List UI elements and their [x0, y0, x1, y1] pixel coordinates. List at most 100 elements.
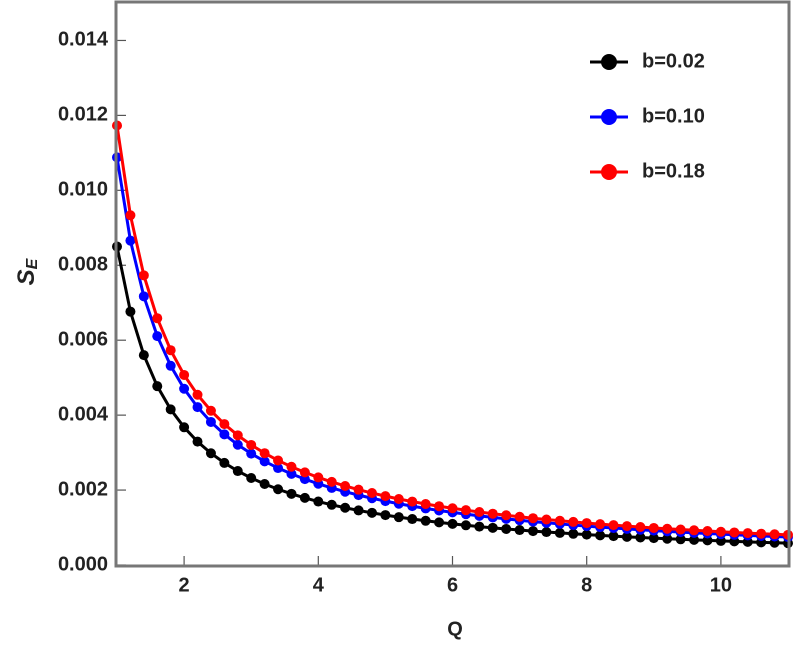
data-point [138, 350, 149, 361]
data-point [273, 455, 284, 466]
data-point [138, 270, 149, 281]
data-point [514, 525, 525, 536]
data-point [205, 448, 216, 459]
data-point [366, 488, 377, 499]
data-point [165, 404, 176, 415]
data-point [568, 528, 579, 539]
data-point [662, 533, 673, 544]
legend-marker [601, 164, 617, 180]
data-point [340, 480, 351, 491]
data-point [460, 520, 471, 531]
data-point [165, 360, 176, 371]
data-point [192, 402, 203, 413]
data-point [286, 461, 297, 472]
y-label-sub: E [24, 257, 41, 269]
y-tick-label: 0.000 [58, 553, 108, 575]
series-line [115, 125, 789, 537]
data-point [393, 512, 404, 523]
data-point [380, 510, 391, 521]
data-point [353, 505, 364, 516]
data-point [138, 291, 149, 302]
x-tick-label: 2 [179, 574, 190, 596]
data-point [675, 534, 686, 545]
data-point [259, 478, 270, 489]
data-point [648, 522, 659, 533]
data-point [702, 526, 713, 537]
data-point [595, 519, 606, 530]
data-point [407, 496, 418, 507]
data-point [715, 526, 726, 537]
y-tick-label: 0.008 [58, 254, 108, 276]
data-point [474, 521, 485, 532]
x-tick-label: 8 [581, 574, 592, 596]
series-line [115, 157, 789, 539]
data-point [689, 534, 700, 545]
data-point [232, 430, 243, 441]
data-point [608, 531, 619, 542]
legend-label: b=0.10 [642, 105, 705, 127]
data-point [729, 527, 740, 538]
data-point [635, 522, 646, 533]
data-point [675, 524, 686, 535]
data-point [581, 529, 592, 540]
data-point [179, 369, 190, 380]
data-point [152, 381, 163, 392]
data-point [608, 520, 619, 531]
data-point [232, 466, 243, 477]
data-point [232, 439, 243, 450]
data-point [366, 507, 377, 518]
x-axis-label: Q [447, 618, 463, 640]
data-point [353, 484, 364, 495]
data-point [273, 484, 284, 495]
legend-marker [601, 54, 617, 70]
data-point [528, 526, 539, 537]
data-point [326, 499, 337, 510]
data-point [125, 210, 136, 221]
data-point [595, 530, 606, 541]
data-point [487, 522, 498, 533]
data-point [205, 416, 216, 427]
data-point [219, 457, 230, 468]
y-tick-label: 0.002 [58, 478, 108, 500]
data-point [689, 525, 700, 536]
data-point [286, 468, 297, 479]
data-point [447, 503, 458, 514]
data-point [460, 505, 471, 516]
x-tick-label: 4 [313, 574, 325, 596]
data-point [192, 436, 203, 447]
data-point [742, 528, 753, 539]
y-tick-label: 0.014 [58, 29, 109, 51]
data-point [420, 499, 431, 510]
data-point [205, 405, 216, 416]
data-point [541, 514, 552, 525]
data-point [259, 448, 270, 459]
data-point [487, 508, 498, 519]
data-point [702, 535, 713, 546]
y-tick-label: 0.010 [58, 179, 108, 201]
data-point [568, 516, 579, 527]
data-point [380, 491, 391, 502]
data-point [393, 493, 404, 504]
series-line [115, 246, 789, 545]
data-point [662, 523, 673, 534]
data-point [420, 515, 431, 526]
data-point [554, 515, 565, 526]
y-tick-label: 0.012 [58, 104, 108, 126]
y-label-main: S [13, 269, 40, 285]
data-point [313, 496, 324, 507]
data-point [340, 502, 351, 513]
data-point [259, 456, 270, 467]
x-tick-label: 10 [710, 574, 732, 596]
data-point [635, 532, 646, 543]
data-point [326, 476, 337, 487]
data-point [179, 383, 190, 394]
data-point [246, 448, 257, 459]
data-point [246, 439, 257, 450]
data-point [501, 523, 512, 534]
data-point [152, 331, 163, 342]
data-point [407, 514, 418, 525]
data-point [447, 518, 458, 529]
data-point [125, 306, 136, 317]
